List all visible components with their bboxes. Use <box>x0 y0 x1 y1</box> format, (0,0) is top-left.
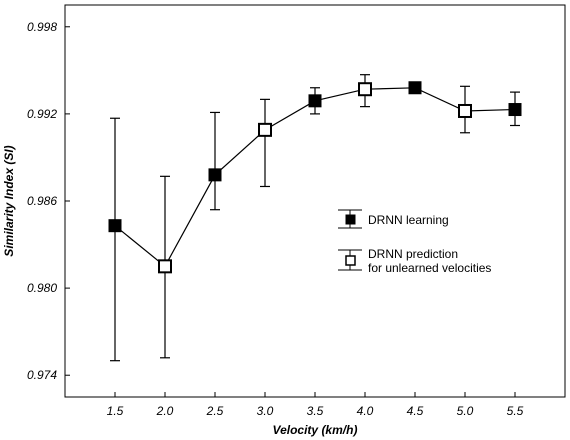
learning-point <box>408 81 422 95</box>
learning-point <box>508 103 522 117</box>
y-tick-label: 0.998 <box>27 20 57 34</box>
legend-learning-label: DRNN learning <box>368 213 449 227</box>
x-tick-label: 2.0 <box>156 404 174 418</box>
legend-prediction-label-line2: for unlearned velocities <box>368 261 491 275</box>
y-tick-label: 0.974 <box>27 368 57 382</box>
y-axis-title: Similarity Index (SI) <box>2 145 16 256</box>
y-axis: 0.974 0.980 0.986 0.992 0.998 <box>27 20 70 382</box>
prediction-point <box>458 103 472 118</box>
prediction-point <box>358 82 372 97</box>
x-tick-label: 3.0 <box>257 404 274 418</box>
x-tick-label: 2.5 <box>206 404 224 418</box>
learning-point <box>208 168 222 182</box>
y-tick-label: 0.992 <box>27 107 57 121</box>
x-tick-label: 5.5 <box>507 404 524 418</box>
legend: DRNN learning DRNN prediction for unlear… <box>338 209 491 275</box>
learning-point <box>108 219 122 233</box>
series <box>108 74 522 362</box>
y-tick-label: 0.986 <box>27 194 57 208</box>
x-tick-label: 4.5 <box>407 404 424 418</box>
learning-point <box>308 94 322 108</box>
prediction-point <box>258 122 272 137</box>
x-tick-label: 4.0 <box>357 404 374 418</box>
y-tick-label: 0.980 <box>27 281 57 295</box>
x-tick-label: 3.5 <box>307 404 324 418</box>
x-axis: 1.5 2.0 2.5 3.0 3.5 4.0 4.5 5.0 5.5 <box>107 392 524 418</box>
x-tick-label: 5.0 <box>457 404 474 418</box>
legend-prediction-label-line1: DRNN prediction <box>368 247 458 261</box>
x-axis-title: Velocity (km/h) <box>273 423 358 437</box>
legend-prediction-marker <box>345 255 356 266</box>
prediction-point <box>158 259 172 274</box>
plot-frame <box>64 4 566 398</box>
series-line <box>114 87 516 268</box>
legend-learning-marker <box>345 214 356 225</box>
x-tick-label: 1.5 <box>107 404 124 418</box>
